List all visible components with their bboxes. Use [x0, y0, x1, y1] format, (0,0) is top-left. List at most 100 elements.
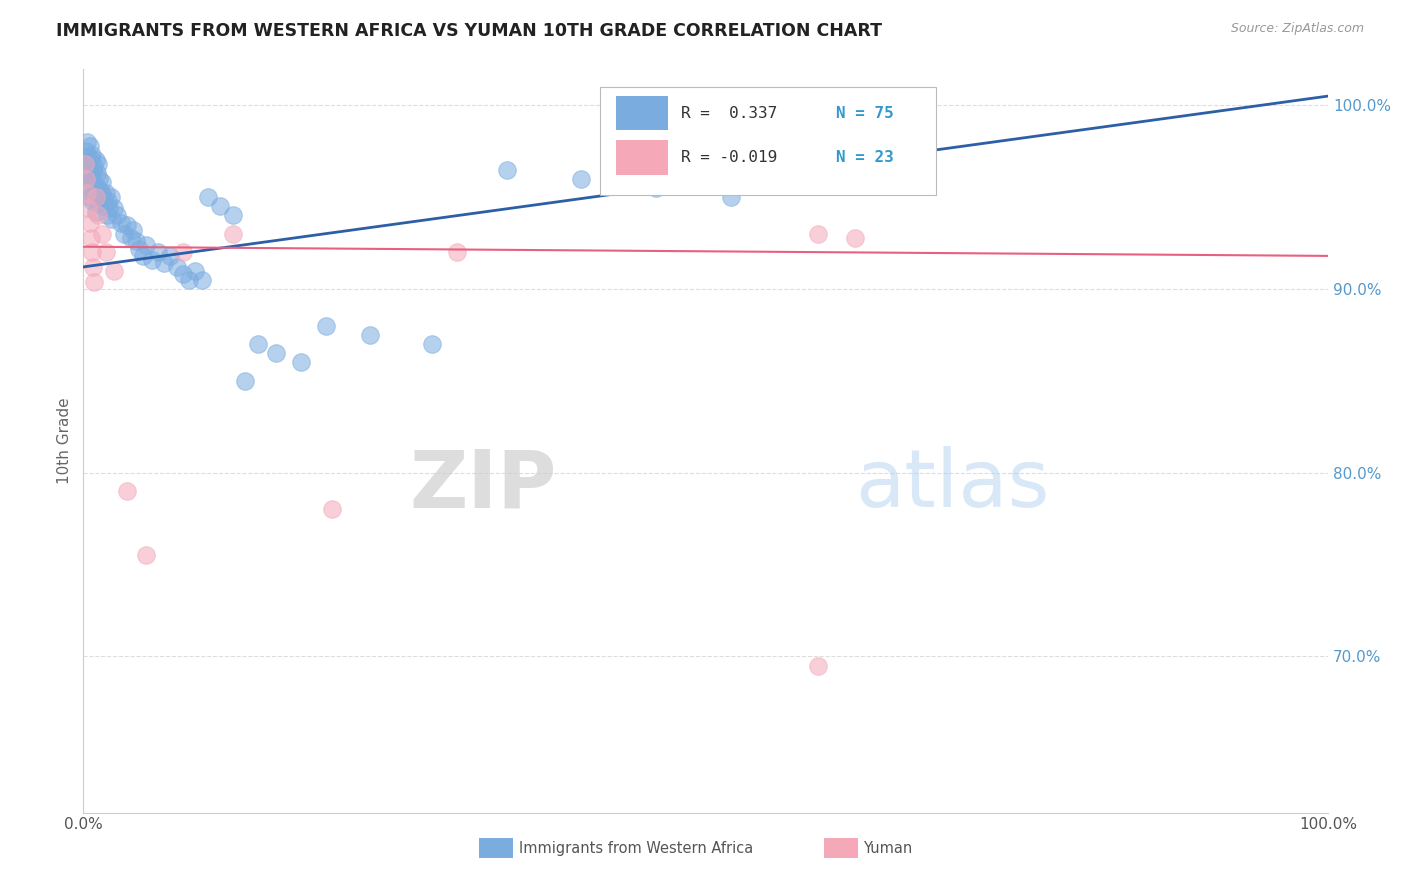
Text: Yuman: Yuman: [863, 841, 912, 855]
Point: [82, 260, 104, 274]
Point: [83, 159, 105, 173]
Point: [75, 171, 97, 186]
Point: [120, 230, 142, 244]
Point: [720, 190, 742, 204]
Point: [172, 245, 194, 260]
Point: [569, 171, 592, 186]
FancyBboxPatch shape: [616, 96, 668, 130]
FancyBboxPatch shape: [616, 140, 668, 175]
Point: [446, 245, 468, 260]
Point: [82, 186, 104, 201]
Point: [80, 194, 103, 208]
Point: [87, 157, 110, 171]
Point: [807, 658, 830, 673]
Point: [115, 484, 138, 499]
Text: atlas: atlas: [855, 446, 1049, 524]
Point: [124, 234, 146, 248]
Point: [197, 190, 219, 204]
Point: [807, 227, 830, 241]
Point: [115, 218, 138, 232]
Point: [359, 327, 381, 342]
Point: [84, 179, 107, 194]
Point: [146, 245, 169, 260]
Point: [90, 185, 112, 199]
Text: N = 23: N = 23: [837, 150, 894, 165]
Point: [80, 230, 103, 244]
Point: [321, 502, 343, 516]
Point: [844, 230, 866, 244]
Point: [80, 152, 103, 166]
Point: [153, 256, 176, 270]
Point: [91, 227, 114, 241]
Point: [135, 238, 157, 252]
Point: [135, 549, 157, 563]
Text: R =  0.337: R = 0.337: [681, 106, 778, 121]
Point: [84, 190, 107, 204]
Point: [75, 144, 97, 158]
Point: [87, 181, 110, 195]
Point: [86, 166, 108, 180]
Point: [77, 201, 100, 215]
Point: [290, 355, 312, 369]
Point: [98, 201, 121, 215]
Point: [75, 171, 97, 186]
Point: [91, 199, 114, 213]
Point: [89, 171, 111, 186]
Point: [100, 190, 122, 204]
Point: [80, 171, 103, 186]
Point: [172, 267, 194, 281]
Text: ZIP: ZIP: [409, 446, 557, 524]
Point: [83, 183, 105, 197]
Point: [84, 153, 107, 168]
Text: R = -0.019: R = -0.019: [681, 150, 778, 165]
Point: [869, 153, 891, 168]
Point: [79, 190, 101, 204]
Point: [91, 190, 114, 204]
Point: [233, 374, 256, 388]
Point: [79, 216, 101, 230]
Point: [132, 249, 155, 263]
Point: [128, 242, 150, 256]
Point: [495, 162, 517, 177]
Point: [91, 176, 114, 190]
Point: [112, 227, 135, 241]
Point: [166, 260, 188, 274]
Text: Source: ZipAtlas.com: Source: ZipAtlas.com: [1230, 22, 1364, 36]
Point: [79, 138, 101, 153]
Point: [80, 148, 103, 162]
Point: [76, 150, 98, 164]
Point: [264, 346, 287, 360]
Point: [209, 199, 232, 213]
Point: [80, 245, 103, 260]
Point: [84, 204, 107, 219]
Point: [76, 186, 98, 201]
Point: [105, 209, 128, 223]
Point: [177, 273, 200, 287]
Point: [76, 162, 98, 177]
Point: [122, 223, 145, 237]
Point: [221, 227, 243, 241]
Point: [73, 157, 96, 171]
Point: [94, 186, 117, 201]
FancyBboxPatch shape: [600, 87, 936, 195]
Point: [79, 168, 101, 182]
Point: [246, 337, 269, 351]
Point: [96, 209, 118, 223]
Text: Immigrants from Western Africa: Immigrants from Western Africa: [519, 841, 754, 855]
Point: [89, 195, 111, 210]
Point: [73, 153, 96, 168]
Point: [794, 144, 817, 158]
Point: [77, 157, 100, 171]
Point: [420, 337, 443, 351]
Point: [221, 209, 243, 223]
Point: [94, 245, 117, 260]
Point: [101, 212, 124, 227]
Point: [645, 181, 668, 195]
Point: [80, 176, 103, 190]
Point: [141, 252, 163, 267]
Point: [184, 263, 207, 277]
Point: [87, 209, 110, 223]
Point: [159, 249, 181, 263]
Point: [76, 135, 98, 149]
Point: [103, 201, 125, 215]
